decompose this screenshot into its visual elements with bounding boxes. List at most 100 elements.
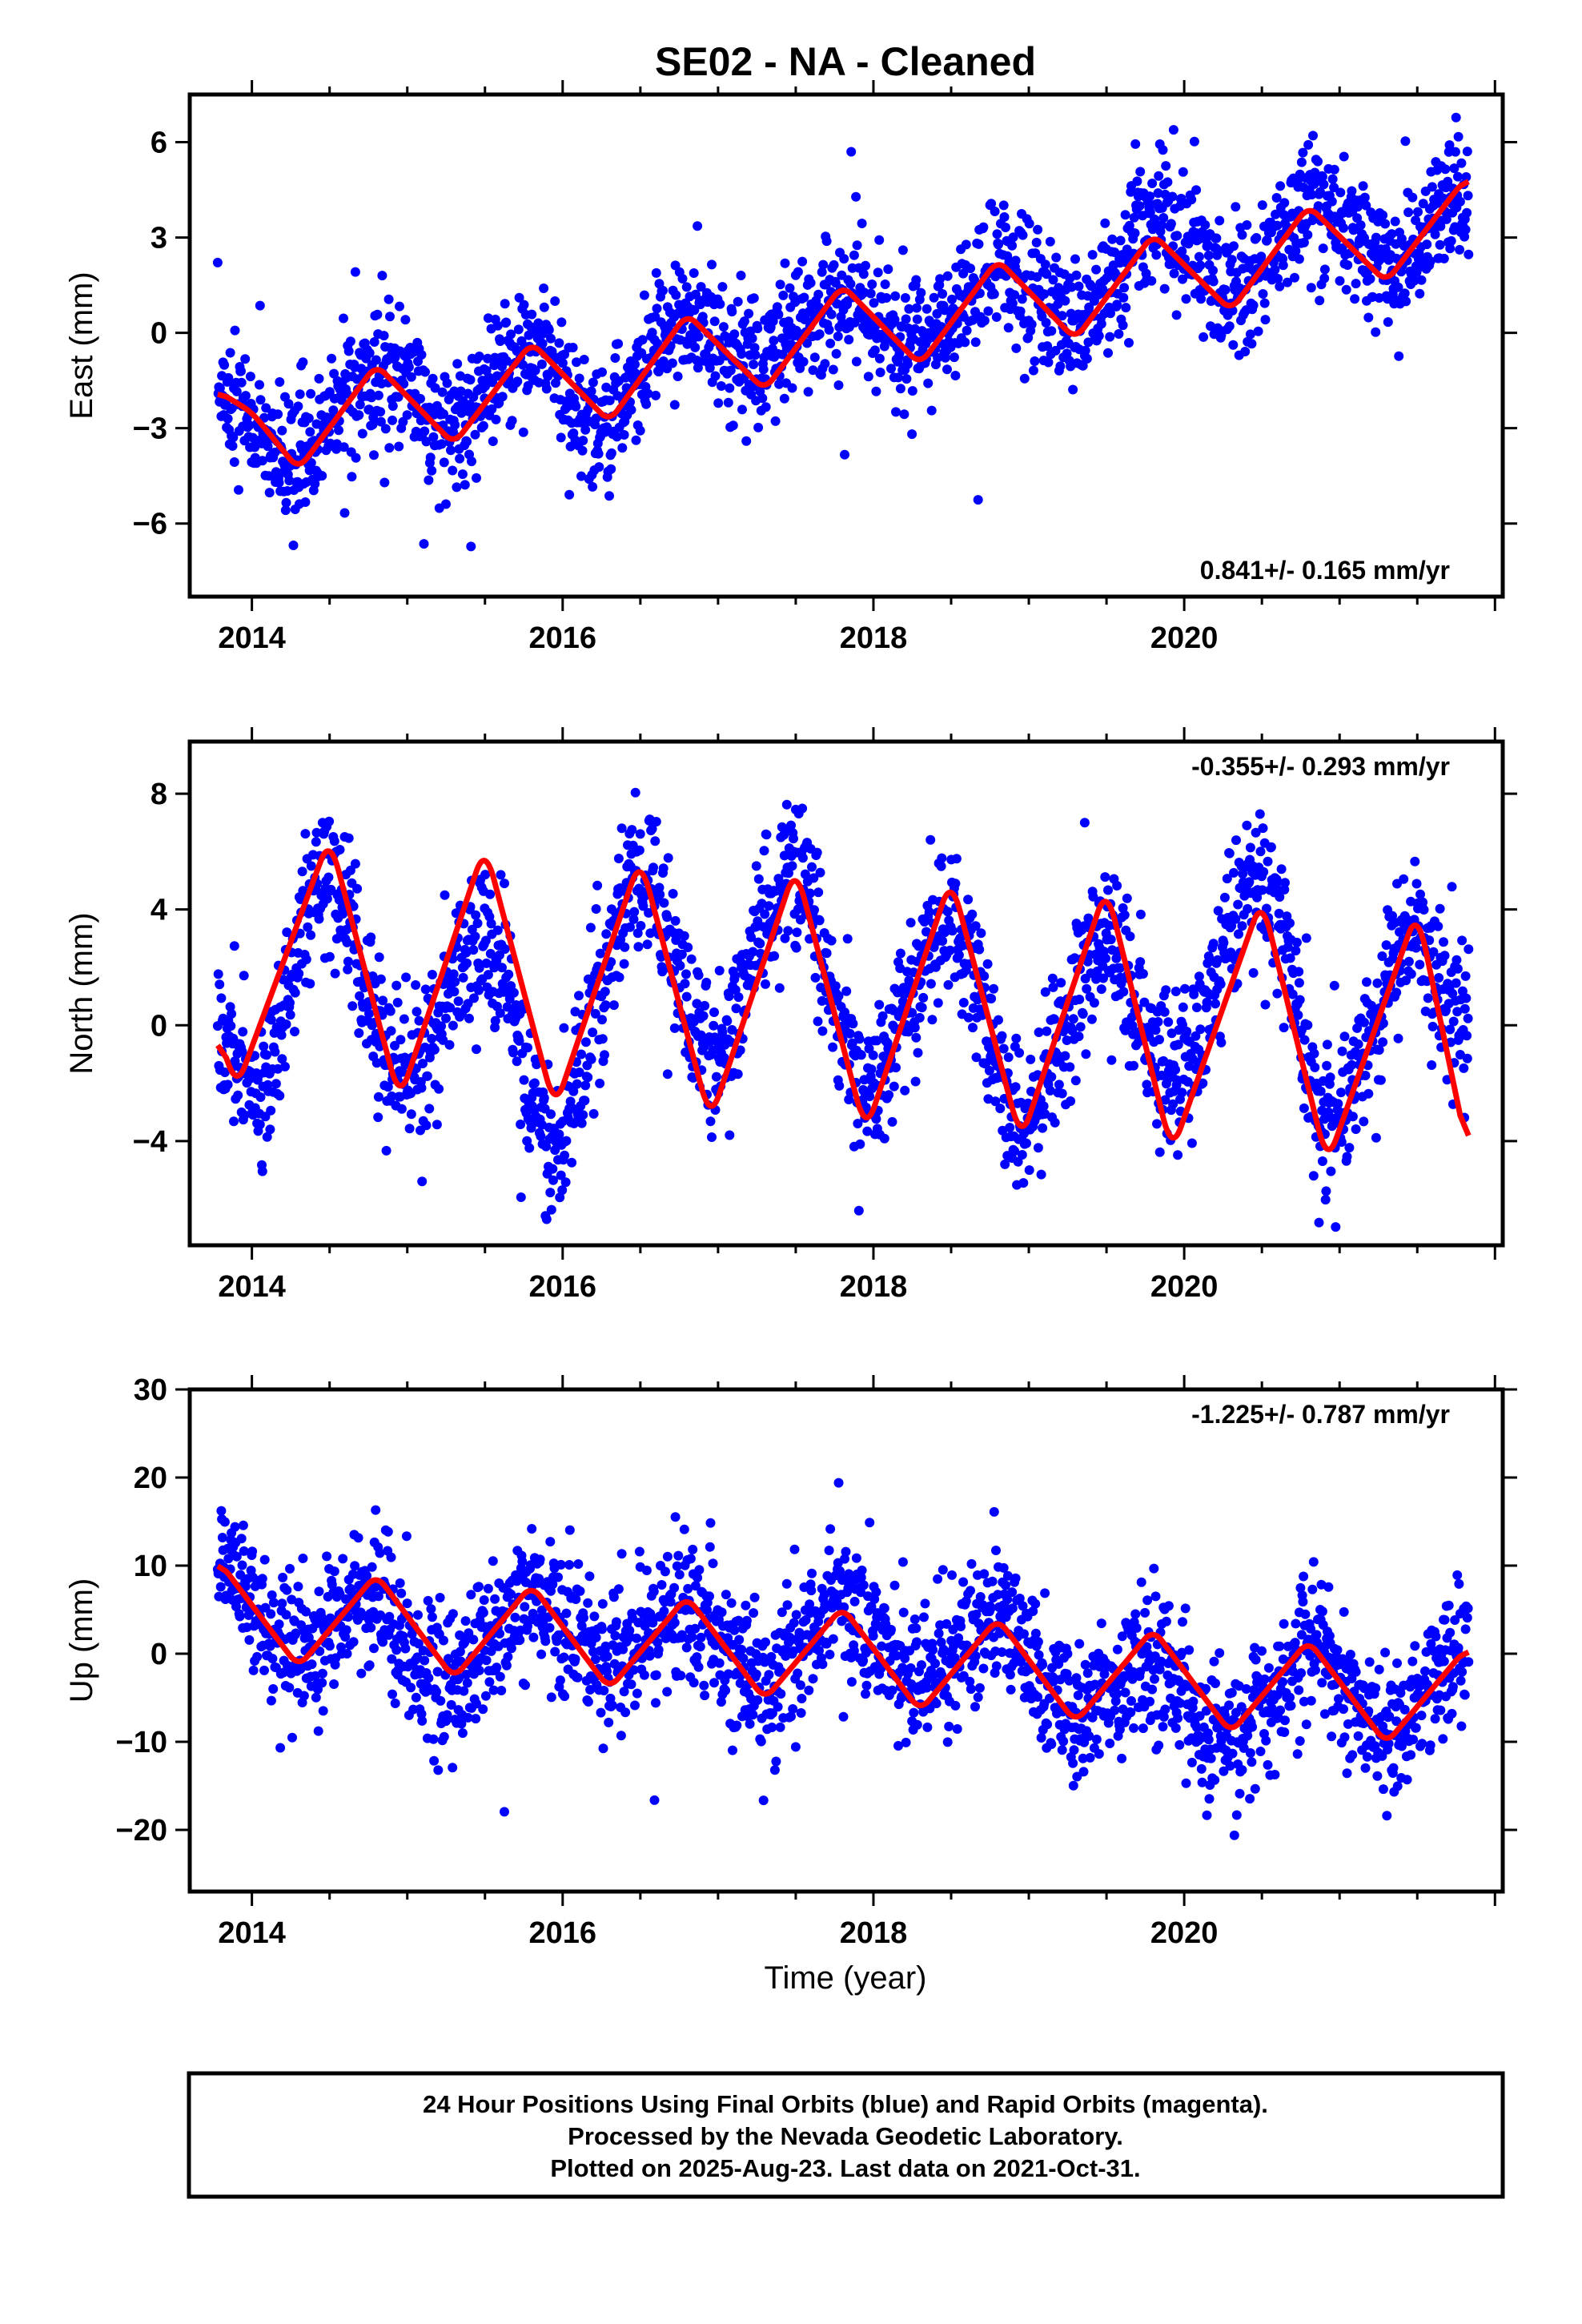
up-point [444, 1654, 453, 1664]
east-point [961, 239, 971, 250]
north-point [613, 854, 624, 863]
north-point [1248, 967, 1259, 978]
east-point [1215, 215, 1225, 226]
north-point [995, 1104, 1006, 1114]
north-point [567, 1157, 577, 1168]
north-point [508, 1047, 519, 1058]
east-point [1237, 230, 1247, 240]
north-point [709, 1020, 719, 1031]
north-point [884, 1090, 894, 1100]
up-point [427, 1612, 437, 1622]
east-point [1271, 193, 1282, 203]
north-point [871, 1114, 881, 1124]
east-point [293, 401, 303, 412]
east-point [612, 432, 622, 442]
up-point [338, 1554, 348, 1564]
north-point [539, 1093, 549, 1104]
east-point [1186, 195, 1197, 205]
north-point [1411, 943, 1421, 953]
up-point [564, 1560, 575, 1570]
north-point [638, 901, 648, 911]
north-point [391, 980, 402, 991]
north-point [856, 1050, 866, 1060]
east-x-tick-label: 2020 [1150, 621, 1219, 655]
north-point [821, 948, 832, 959]
east-point [733, 296, 743, 307]
east-point [978, 222, 989, 232]
north-point [1194, 971, 1204, 982]
north-point [1375, 1075, 1386, 1085]
north-point [809, 873, 819, 883]
east-point [1270, 264, 1280, 275]
east-point [869, 298, 879, 308]
north-point [417, 1176, 428, 1187]
east-point [1003, 323, 1014, 333]
north-point [1098, 973, 1108, 983]
east-point [369, 337, 379, 347]
east-point [799, 292, 809, 303]
east-point [347, 472, 357, 482]
north-point [294, 968, 304, 979]
up-point [496, 1686, 507, 1695]
east-point [829, 259, 839, 270]
north-point [842, 934, 853, 944]
up-point [555, 1675, 565, 1686]
east-point [692, 356, 702, 365]
up-point [560, 1691, 570, 1702]
up-point [362, 1570, 371, 1581]
north-point [841, 986, 852, 996]
east-point [1132, 176, 1142, 187]
east-point [652, 304, 662, 314]
north-point [670, 915, 681, 926]
north-point [1276, 864, 1287, 875]
up-point [267, 1590, 277, 1600]
east-point [1387, 229, 1397, 239]
north-point [792, 927, 802, 938]
north-point [1119, 910, 1130, 920]
north-point [427, 1034, 437, 1043]
north-point [306, 861, 316, 871]
north-point [262, 1132, 272, 1142]
north-point [1329, 980, 1339, 991]
north-point [1245, 842, 1255, 853]
east-point [1294, 254, 1304, 264]
east-point [1435, 239, 1445, 250]
east-point [1154, 171, 1164, 181]
east-point [750, 350, 761, 360]
up-point [527, 1524, 537, 1534]
north-point [1287, 989, 1298, 999]
north-point [555, 1192, 565, 1203]
north-point [1154, 1035, 1164, 1045]
up-point [519, 1614, 529, 1624]
up-point [428, 1734, 439, 1744]
up-point [259, 1554, 270, 1565]
east-point [367, 420, 378, 430]
east-model-line [215, 179, 1471, 467]
north-point [1086, 1014, 1097, 1024]
east-point [1078, 360, 1088, 371]
north-point [1439, 951, 1450, 961]
up-point [236, 1534, 247, 1544]
north-point [448, 969, 459, 979]
north-point [1191, 1031, 1201, 1041]
up-point [371, 1505, 381, 1515]
north-point [642, 939, 652, 950]
east-point [1213, 245, 1223, 255]
east-rate-label: 0.841+/- 0.165 mm/yr [1200, 556, 1450, 585]
east-point [1443, 176, 1453, 187]
east-point [375, 416, 386, 427]
north-point [1460, 1003, 1470, 1014]
north-point [817, 1026, 828, 1036]
north-point [461, 947, 472, 958]
east-point [808, 365, 818, 376]
north-point [1351, 1124, 1361, 1134]
east-point [452, 482, 462, 493]
north-point [963, 895, 974, 905]
east-point [1121, 303, 1131, 313]
north-point [572, 1079, 582, 1089]
up-point [407, 1629, 417, 1639]
east-point [970, 337, 981, 348]
east-point [288, 541, 299, 550]
east-point [1048, 275, 1058, 285]
east-point [1074, 281, 1084, 292]
